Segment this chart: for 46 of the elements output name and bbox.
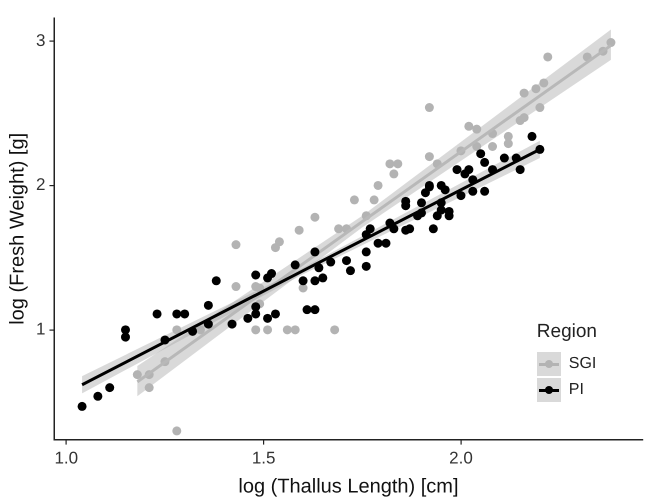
point bbox=[232, 282, 240, 292]
point bbox=[531, 84, 540, 94]
point bbox=[472, 124, 482, 134]
point bbox=[520, 88, 529, 98]
point bbox=[464, 122, 474, 131]
legend-label: SGI bbox=[568, 355, 596, 373]
point bbox=[274, 237, 284, 246]
point bbox=[424, 103, 434, 112]
point bbox=[393, 159, 402, 168]
point bbox=[350, 195, 359, 204]
point bbox=[172, 325, 182, 334]
point bbox=[504, 139, 513, 148]
x-tick-label: 2.0 bbox=[449, 448, 473, 468]
point bbox=[539, 78, 548, 88]
point bbox=[263, 325, 272, 334]
point bbox=[132, 370, 142, 380]
point bbox=[516, 116, 525, 126]
point bbox=[232, 240, 240, 250]
point bbox=[424, 152, 434, 162]
y-tick-label: 2 bbox=[36, 175, 46, 194]
point bbox=[535, 103, 544, 112]
point bbox=[310, 212, 320, 222]
point bbox=[282, 325, 292, 334]
x-tick-label: 1.0 bbox=[54, 448, 78, 468]
x-tick-label: 1.5 bbox=[252, 448, 276, 468]
point bbox=[385, 159, 394, 168]
point bbox=[294, 226, 304, 235]
y-tick-label: 3 bbox=[36, 30, 46, 50]
point bbox=[196, 325, 205, 334]
legend-label: PI bbox=[568, 381, 584, 399]
legend-title: Region bbox=[536, 321, 597, 343]
point bbox=[374, 180, 383, 190]
x-axis-title: log (Thallus Length) [cm] bbox=[238, 476, 459, 498]
point bbox=[606, 38, 616, 48]
point bbox=[290, 325, 300, 334]
point bbox=[543, 52, 552, 62]
point bbox=[172, 426, 182, 436]
point bbox=[330, 325, 340, 334]
point bbox=[334, 224, 344, 234]
point bbox=[370, 195, 379, 204]
point bbox=[488, 142, 498, 151]
y-axis-title: log (Fresh Weight) [g] bbox=[6, 132, 29, 325]
point bbox=[389, 169, 398, 178]
point bbox=[144, 383, 154, 392]
point bbox=[251, 325, 260, 334]
y-tick-label: 1 bbox=[36, 320, 46, 339]
